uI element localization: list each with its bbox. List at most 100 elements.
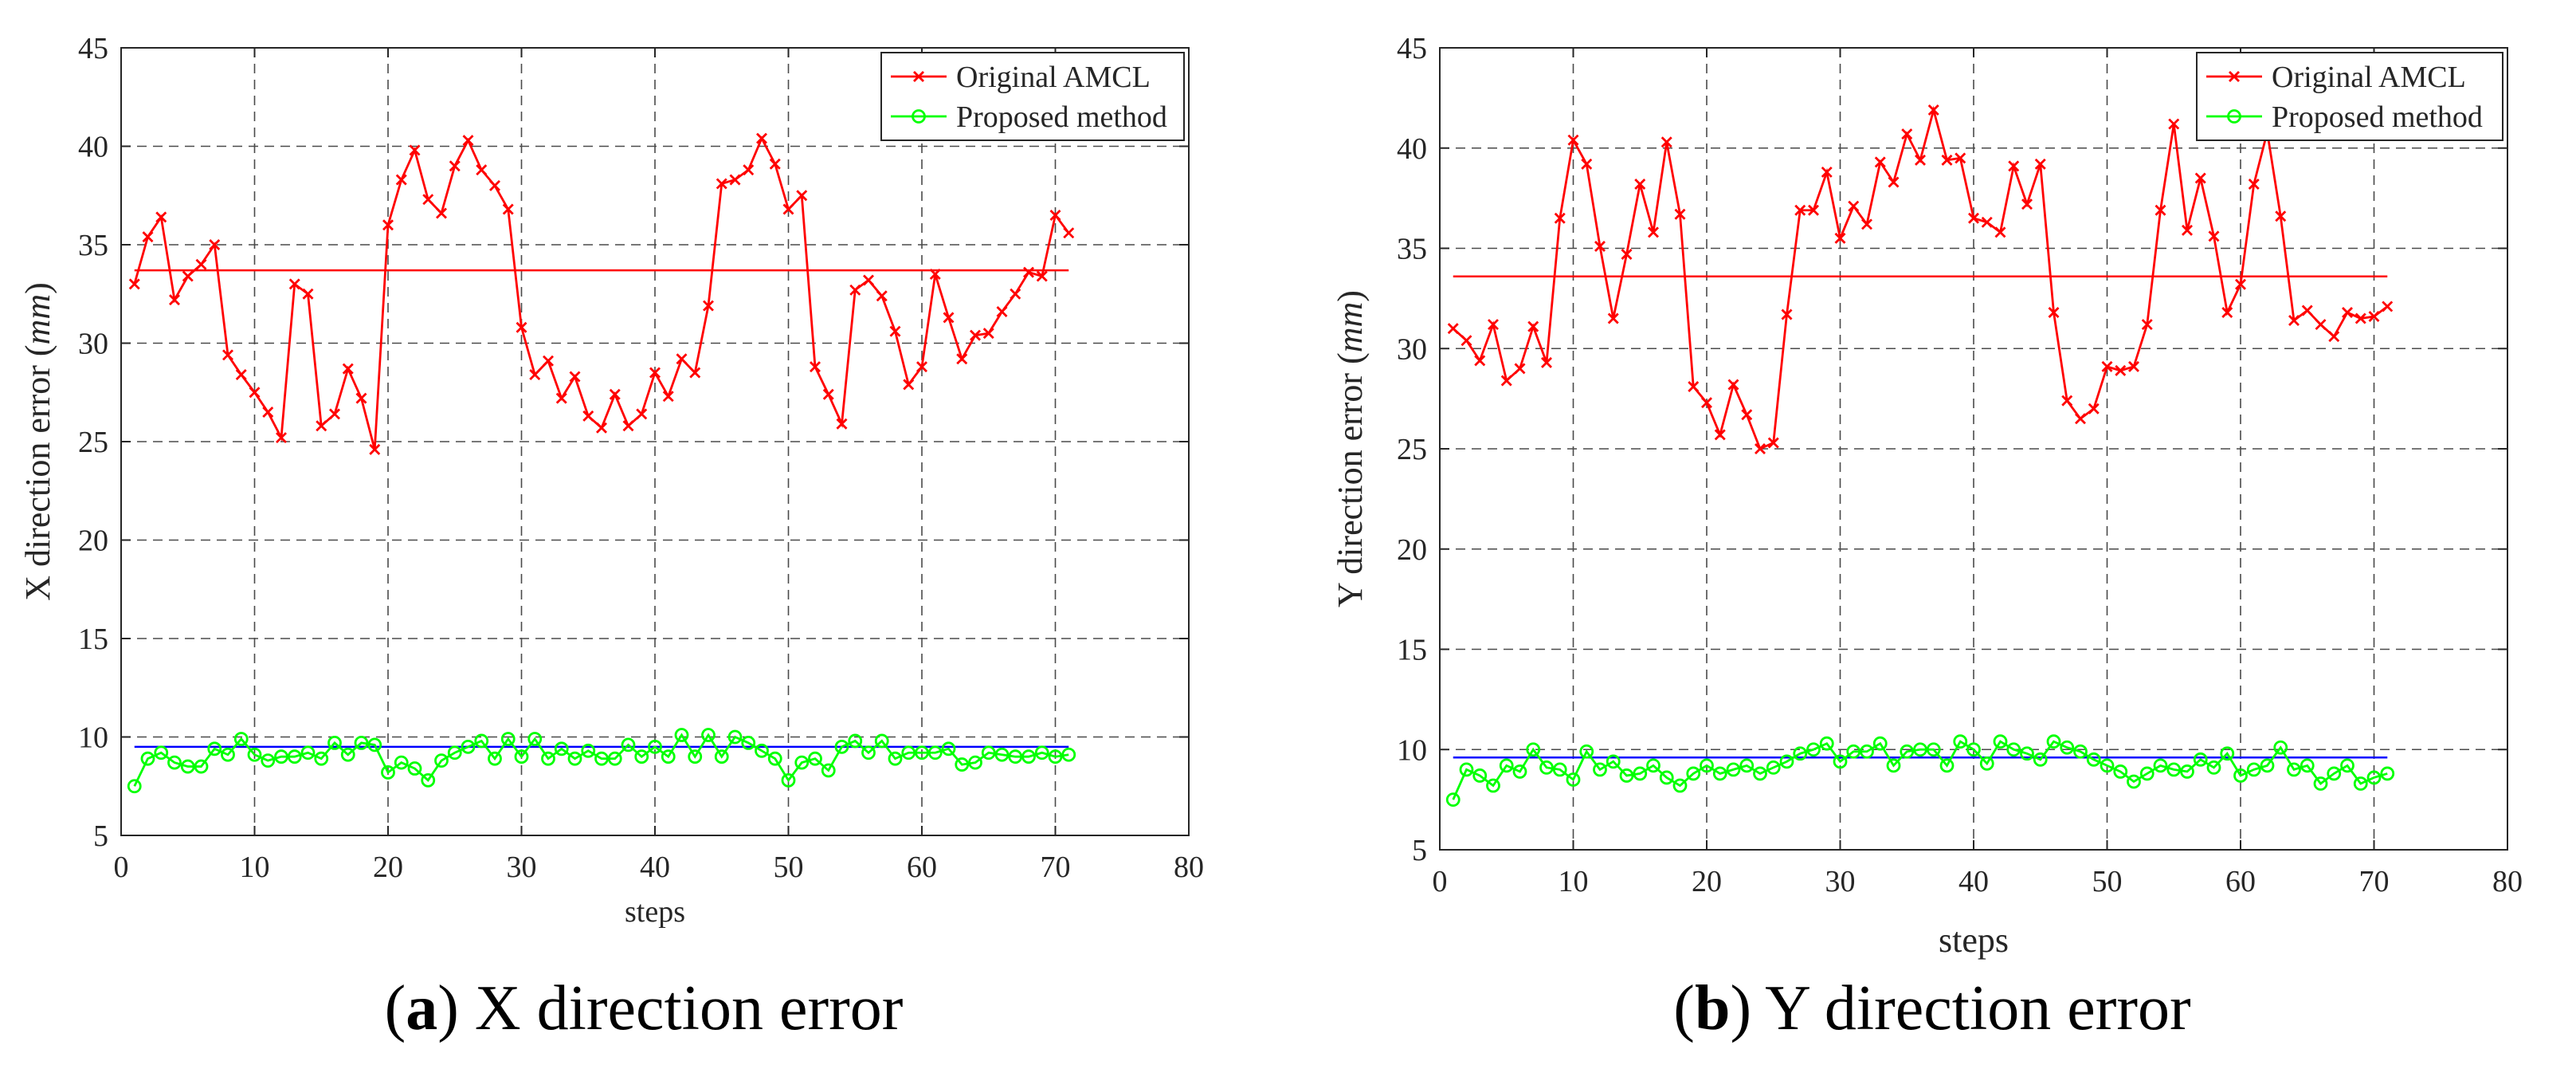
data-point-circle-marker [2353, 776, 2368, 791]
data-point-circle-marker [1646, 758, 1660, 773]
data-point-circle-marker [1034, 745, 1049, 760]
data-point-circle-marker [1926, 742, 1941, 757]
data-point-circle-marker [1499, 758, 1514, 773]
y-tick-label: 30 [78, 328, 108, 361]
data-point-circle-marker [808, 751, 822, 766]
data-point-x-marker [756, 132, 767, 144]
data-point-x-marker [2315, 319, 2327, 331]
data-point-circle-marker [2166, 762, 2182, 777]
data-point-x-marker [1714, 429, 1726, 441]
y-tick-label: 10 [1397, 733, 1427, 767]
data-point-circle-marker [1726, 762, 1741, 777]
data-point-x-marker [382, 219, 394, 231]
data-point-circle-marker [167, 755, 182, 770]
chart-x-direction-error: 0 10 20 30 40 50 60 70 80 5 10 15 20 25 30 35 40 45 steps X… [18, 32, 1204, 929]
data-point-x-marker [2061, 395, 2073, 407]
x-tick-label: 20 [1692, 865, 1722, 898]
data-point-x-marker [2248, 179, 2260, 191]
data-point-circle-marker [1900, 744, 1915, 759]
y-tick-label: 20 [78, 525, 108, 558]
data-point-circle-marker [1619, 768, 1634, 783]
data-point-circle-marker [247, 747, 262, 762]
data-point-circle-marker [767, 751, 782, 766]
data-point-circle-marker [2220, 746, 2235, 761]
data-point-x-marker [676, 353, 688, 365]
data-point-circle-marker [221, 747, 235, 762]
data-point-circle-marker [2020, 746, 2034, 761]
legend-label: Original AMCL [956, 61, 1151, 94]
data-point-circle-marker [233, 732, 249, 746]
data-point-circle-marker [755, 743, 769, 758]
data-point-x-marker [489, 179, 500, 191]
data-point-x-marker [1634, 179, 1646, 191]
data-point-x-marker [1861, 218, 1872, 230]
y-tick-label: 45 [78, 32, 108, 65]
data-point-circle-marker [861, 745, 876, 760]
y-tick-label: 40 [78, 131, 108, 164]
legend: Original AMCL Proposed method [2196, 52, 2503, 141]
data-point-x-marker [1727, 379, 1739, 391]
data-point-circle-marker [714, 749, 729, 764]
data-point-x-marker [1915, 154, 1926, 166]
data-point-circle-marker [2246, 762, 2261, 777]
data-point-circle-marker [1048, 749, 1063, 764]
data-point-circle-marker [2193, 752, 2208, 767]
y-tick-label: 45 [1397, 32, 1427, 65]
data-point-x-marker [609, 388, 621, 400]
data-point-x-marker [916, 361, 927, 373]
data-point-circle-marker [434, 753, 449, 768]
caption-a: (a) X direction error [384, 973, 904, 1043]
x-tick-label: 60 [2225, 865, 2256, 898]
x-tick-label: 0 [1433, 865, 1448, 898]
data-point-x-marker [2235, 278, 2246, 290]
data-point-x-marker [1674, 208, 1686, 220]
data-point-circle-marker [567, 751, 582, 766]
data-point-circle-marker [1860, 744, 1874, 759]
data-point-x-marker [142, 231, 154, 243]
data-point-circle-marker [2113, 764, 2128, 779]
data-point-circle-marker [2380, 766, 2395, 781]
data-point-x-marker [355, 392, 367, 404]
data-point-circle-marker [1700, 758, 1714, 773]
data-point-circle-marker [2260, 758, 2275, 773]
data-point-circle-marker [1566, 772, 1581, 787]
data-point-circle-marker [2273, 740, 2288, 755]
data-point-circle-marker [1686, 766, 1701, 781]
data-point-x-marker [889, 325, 901, 337]
data-point-x-marker [249, 387, 261, 399]
data-point-x-marker [1901, 128, 1913, 140]
data-point-x-marker [2275, 210, 2287, 222]
data-point-x-marker [716, 178, 727, 190]
data-point-x-marker [342, 363, 354, 375]
chart-y-direction-error: 0 10 20 30 40 50 60 70 80 5 10 15 20 25 30 35 40 45 steps Y… [1331, 32, 2523, 960]
data-point-circle-marker [300, 745, 316, 760]
data-point-x-marker [1688, 381, 1700, 393]
data-point-circle-marker [421, 772, 436, 788]
data-point-x-marker [929, 269, 941, 281]
x-tick-label: 80 [2492, 865, 2523, 898]
data-point-x-marker [1955, 152, 1966, 164]
x-tick-label: 0 [114, 851, 129, 884]
y-tick-label: 20 [1397, 533, 1427, 567]
data-point-x-marker [288, 278, 300, 290]
data-point-circle-marker [1966, 742, 1981, 757]
data-point-x-marker [582, 410, 594, 422]
data-point-x-marker [1567, 134, 1579, 146]
data-point-x-marker [235, 369, 247, 381]
panel-a: 0 10 20 30 40 50 60 70 80 5 10 15 20 25 30 35 40 45 steps X… [18, 32, 1204, 1043]
data-point-circle-marker [381, 765, 395, 780]
data-point-circle-marker [1672, 778, 1688, 793]
data-point-x-marker [743, 164, 755, 176]
data-point-x-marker [982, 328, 994, 340]
data-point-circle-marker [1939, 758, 1955, 773]
legend: Original AMCL Proposed method [880, 52, 1185, 141]
y-tick-label: 10 [78, 721, 108, 755]
legend-label: Original AMCL [2272, 61, 2466, 94]
data-point-circle-marker [2340, 758, 2354, 773]
data-point-x-marker [1010, 288, 1021, 300]
y-axis-label-unit: mm [18, 294, 57, 345]
data-point-circle-marker [915, 745, 929, 760]
data-point-x-marker [182, 270, 194, 282]
data-point-circle-marker [821, 763, 836, 778]
data-point-circle-marker [594, 751, 609, 766]
